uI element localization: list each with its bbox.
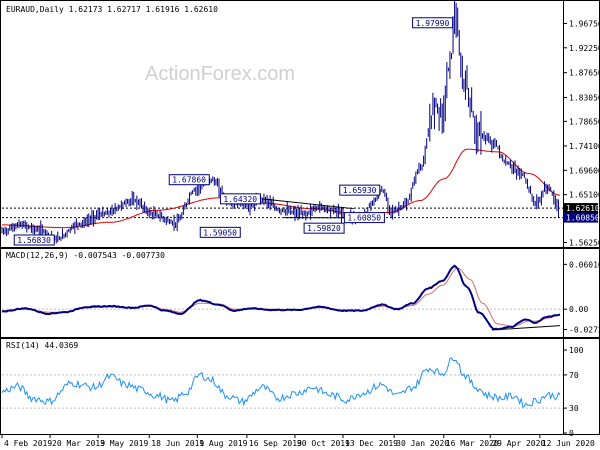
price-y-tick-label: 1.78650 — [569, 117, 600, 126]
watermark: ActionForex.com — [145, 63, 295, 85]
price-annotation-box — [339, 184, 381, 196]
price-annotation-box — [199, 226, 241, 238]
rsi-y-tick-label: 70 — [569, 371, 579, 380]
price-annotation-label: 1.67860 — [172, 176, 206, 185]
price-annotation-box — [343, 212, 385, 224]
x-tick-label: 12 Jun 2020 — [542, 439, 595, 448]
rsi-title: RSI(14) 44.0369 — [6, 341, 78, 350]
price-annotation-label: 1.60850 — [347, 214, 381, 223]
rsi-plot: 100 70 30 0 — [1, 346, 584, 438]
macd-line — [1, 264, 561, 331]
x-tick-label: 13 Dec 2019 — [345, 439, 398, 448]
rsi-y-tick-label: 100 — [569, 346, 584, 355]
x-tick-label: 3 May 2019 — [100, 439, 148, 448]
x-tick-label: 18 Jun 2019 — [151, 439, 204, 448]
x-tick-label: 4 Feb 2019 — [4, 439, 52, 448]
price-y-tick-label: 1.92250 — [569, 44, 600, 53]
x-tick-label: 20 Mar 2019 — [52, 439, 105, 448]
x-tick-label: 16 Mar 2020 — [446, 439, 499, 448]
macd-trendline — [491, 325, 561, 331]
price-annotation-label: 1.65930 — [343, 186, 377, 195]
price-y-tick-label: 1.83050 — [569, 94, 600, 103]
price-annotation-label: 1.64320 — [223, 195, 257, 204]
macd-y-tick-label: 0.00 — [569, 305, 588, 314]
price-annotation-label: 1.56830 — [17, 236, 51, 245]
macd-y-tick-label: -0.02725 — [569, 325, 600, 334]
price-y-tick-label: 1.69600 — [569, 166, 600, 175]
rsi-y-tick-label: 0 — [569, 429, 574, 438]
x-tick-label: 30 Jan 2020 — [396, 439, 449, 448]
x-tick-label: 1 Aug 2019 — [199, 439, 247, 448]
price-annotation-box — [168, 174, 210, 186]
support-price-tag — [564, 212, 598, 223]
price-annotation-box — [412, 17, 454, 29]
price-annotation-box — [303, 222, 345, 234]
price-annotation-label: 1.59050 — [203, 228, 237, 237]
x-tick-label: 30 Oct 2019 — [297, 439, 350, 448]
price-annotation-label: 1.97990 — [416, 19, 450, 28]
macd-panel — [0, 248, 600, 338]
price-plot: 1.96750 1.92250 1.87650 1.83050 1.78650 1.741… — [1, 0, 600, 247]
rsi-y-tick-label: 30 — [569, 404, 579, 413]
price-y-tick-label: 1.65100 — [569, 191, 600, 200]
rsi-panel — [0, 338, 600, 435]
price-y-tick-label: 1.56250 — [569, 238, 600, 247]
support-price-label: 1.60850 — [566, 214, 600, 223]
macd-title: MACD(12,26,9) -0.007543 -0.007730 — [6, 251, 165, 260]
price-trendline — [262, 198, 354, 210]
price-y-tick-label: 1.87650 — [569, 69, 600, 78]
price-annotation-label: 1.59820 — [307, 224, 341, 233]
macd-plot: 0.060165 0.00 -0.02725 — [1, 260, 600, 334]
x-tick-label: 16 Sep 2019 — [249, 439, 302, 448]
x-tick-label: 29 Apr 2020 — [492, 439, 545, 448]
price-title: EURAUD,Daily 1.62173 1.62717 1.61916 1.6… — [6, 5, 218, 14]
price-annotation-box — [13, 234, 55, 246]
current-price-label: 1.62610 — [566, 204, 600, 213]
price-y-tick-label: 1.96750 — [569, 19, 600, 28]
macd-y-tick-label: 0.060165 — [569, 260, 600, 269]
price-panel — [0, 0, 600, 248]
moving-average-line — [2, 148, 561, 229]
price-y-tick-label: 1.74100 — [569, 142, 600, 151]
price-annotation-box — [219, 193, 261, 205]
rsi-line — [1, 357, 561, 408]
current-price-tag — [564, 203, 598, 214]
